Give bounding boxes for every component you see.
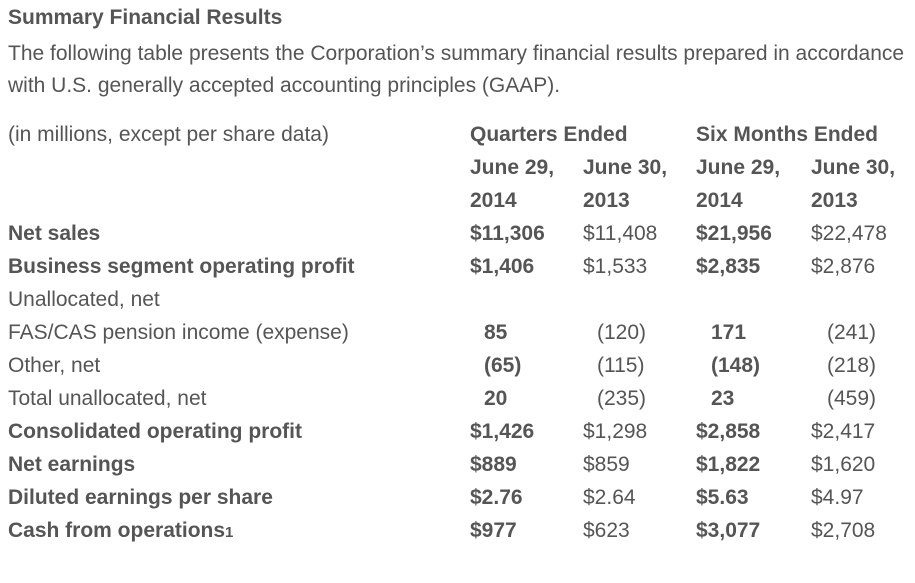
- table-row-other-net: Other, net (65) (115) (148) (218): [0, 354, 915, 387]
- cell-value: $2,876: [811, 255, 876, 278]
- table-row-unallocated: Unallocated, net: [0, 288, 915, 321]
- cell-value: $623: [583, 519, 630, 542]
- row-label: Diluted earnings per share: [8, 486, 273, 509]
- cell-value: (241): [827, 321, 877, 344]
- table-row-net-earnings: Net earnings $889 $859 $1,822 $1,620: [0, 453, 915, 486]
- page-title: Summary Financial Results: [8, 6, 283, 29]
- table-header-row-years: 2014 2013 2014 2013: [0, 189, 915, 222]
- table-header-row-dates: June 29, June 30, June 29, June 30,: [0, 156, 915, 189]
- column-header-year: 2013: [583, 189, 630, 212]
- cell-value: $11,408: [583, 222, 658, 245]
- row-label: Consolidated operating profit: [8, 420, 302, 443]
- intro-paragraph: The following table presents the Corpora…: [8, 42, 905, 97]
- cell-value: (115): [597, 354, 645, 377]
- row-label: Total unallocated, net: [8, 387, 207, 410]
- cell-value: $2,835: [696, 255, 761, 278]
- cell-value: (148): [711, 354, 761, 377]
- cell-value: 23: [711, 387, 735, 410]
- column-header-year: 2014: [696, 189, 743, 212]
- column-header-year: 2013: [811, 189, 858, 212]
- table-row-net-sales: Net sales $11,306 $11,408 $21,956 $22,47…: [0, 222, 915, 255]
- cell-value: $977: [470, 519, 517, 542]
- cell-value: (65): [484, 354, 522, 377]
- cell-value: $4.97: [811, 486, 864, 509]
- table-row-consolidated-profit: Consolidated operating profit $1,426 $1,…: [0, 420, 915, 453]
- row-label-text: Cash from operations: [8, 519, 226, 542]
- cell-value: $2.76: [470, 486, 523, 509]
- table-header-row-groups: (in millions, except per share data) Qua…: [0, 123, 915, 156]
- group-header-quarters: Quarters Ended: [470, 123, 628, 146]
- cell-value: $3,077: [696, 519, 761, 542]
- cell-value: $1,822: [696, 453, 761, 476]
- cell-value: $2,417: [811, 420, 876, 443]
- table-row-total-unallocated: Total unallocated, net 20 (235) 23 (459): [0, 387, 915, 420]
- cell-value: $859: [583, 453, 630, 476]
- cell-value: $21,956: [696, 222, 772, 245]
- group-header-six-months: Six Months Ended: [696, 123, 879, 146]
- cell-value: (120): [597, 321, 647, 344]
- column-header-date: June 30,: [811, 156, 896, 179]
- row-label: Net sales: [8, 222, 101, 245]
- cell-value: $1,426: [470, 420, 535, 443]
- cell-value: $1,298: [583, 420, 648, 443]
- cell-value: $1,406: [470, 255, 535, 278]
- table-row-segment-profit: Business segment operating profit $1,406…: [0, 255, 915, 288]
- row-label: FAS/CAS pension income (expense): [8, 321, 349, 344]
- cell-value: (235): [597, 387, 647, 410]
- row-label: Unallocated, net: [8, 288, 160, 311]
- row-label: Net earnings: [8, 453, 136, 476]
- cell-value: $1,533: [583, 255, 648, 278]
- column-header-year: 2014: [470, 189, 517, 212]
- row-label: Cash from operations1: [8, 519, 233, 543]
- cell-value: $889: [470, 453, 517, 476]
- cell-value: $22,478: [811, 222, 887, 245]
- cell-value: 85: [484, 321, 508, 344]
- cell-value: $1,620: [811, 453, 876, 476]
- row-label: Business segment operating profit: [8, 255, 355, 278]
- cell-value: $2.64: [583, 486, 636, 509]
- cell-value: 171: [711, 321, 747, 344]
- footnote-marker: 1: [225, 524, 234, 541]
- table-row-diluted-eps: Diluted earnings per share $2.76 $2.64 $…: [0, 486, 915, 519]
- cell-value: $5.63: [696, 486, 749, 509]
- cell-value: 20: [484, 387, 508, 410]
- cell-value: $2,708: [811, 519, 876, 542]
- column-header-date: June 30,: [583, 156, 668, 179]
- row-label: Other, net: [8, 354, 101, 377]
- cell-value: $11,306: [470, 222, 545, 245]
- units-label: (in millions, except per share data): [8, 123, 329, 146]
- cell-value: $2,858: [696, 420, 761, 443]
- cell-value: (218): [827, 354, 877, 377]
- table-row-pension: FAS/CAS pension income (expense) 85 (120…: [0, 321, 915, 354]
- column-header-date: June 29,: [470, 156, 555, 179]
- cell-value: (459): [827, 387, 877, 410]
- column-header-date: June 29,: [696, 156, 781, 179]
- table-row-cash-from-operations: Cash from operations1 $977 $623 $3,077 $…: [0, 519, 915, 552]
